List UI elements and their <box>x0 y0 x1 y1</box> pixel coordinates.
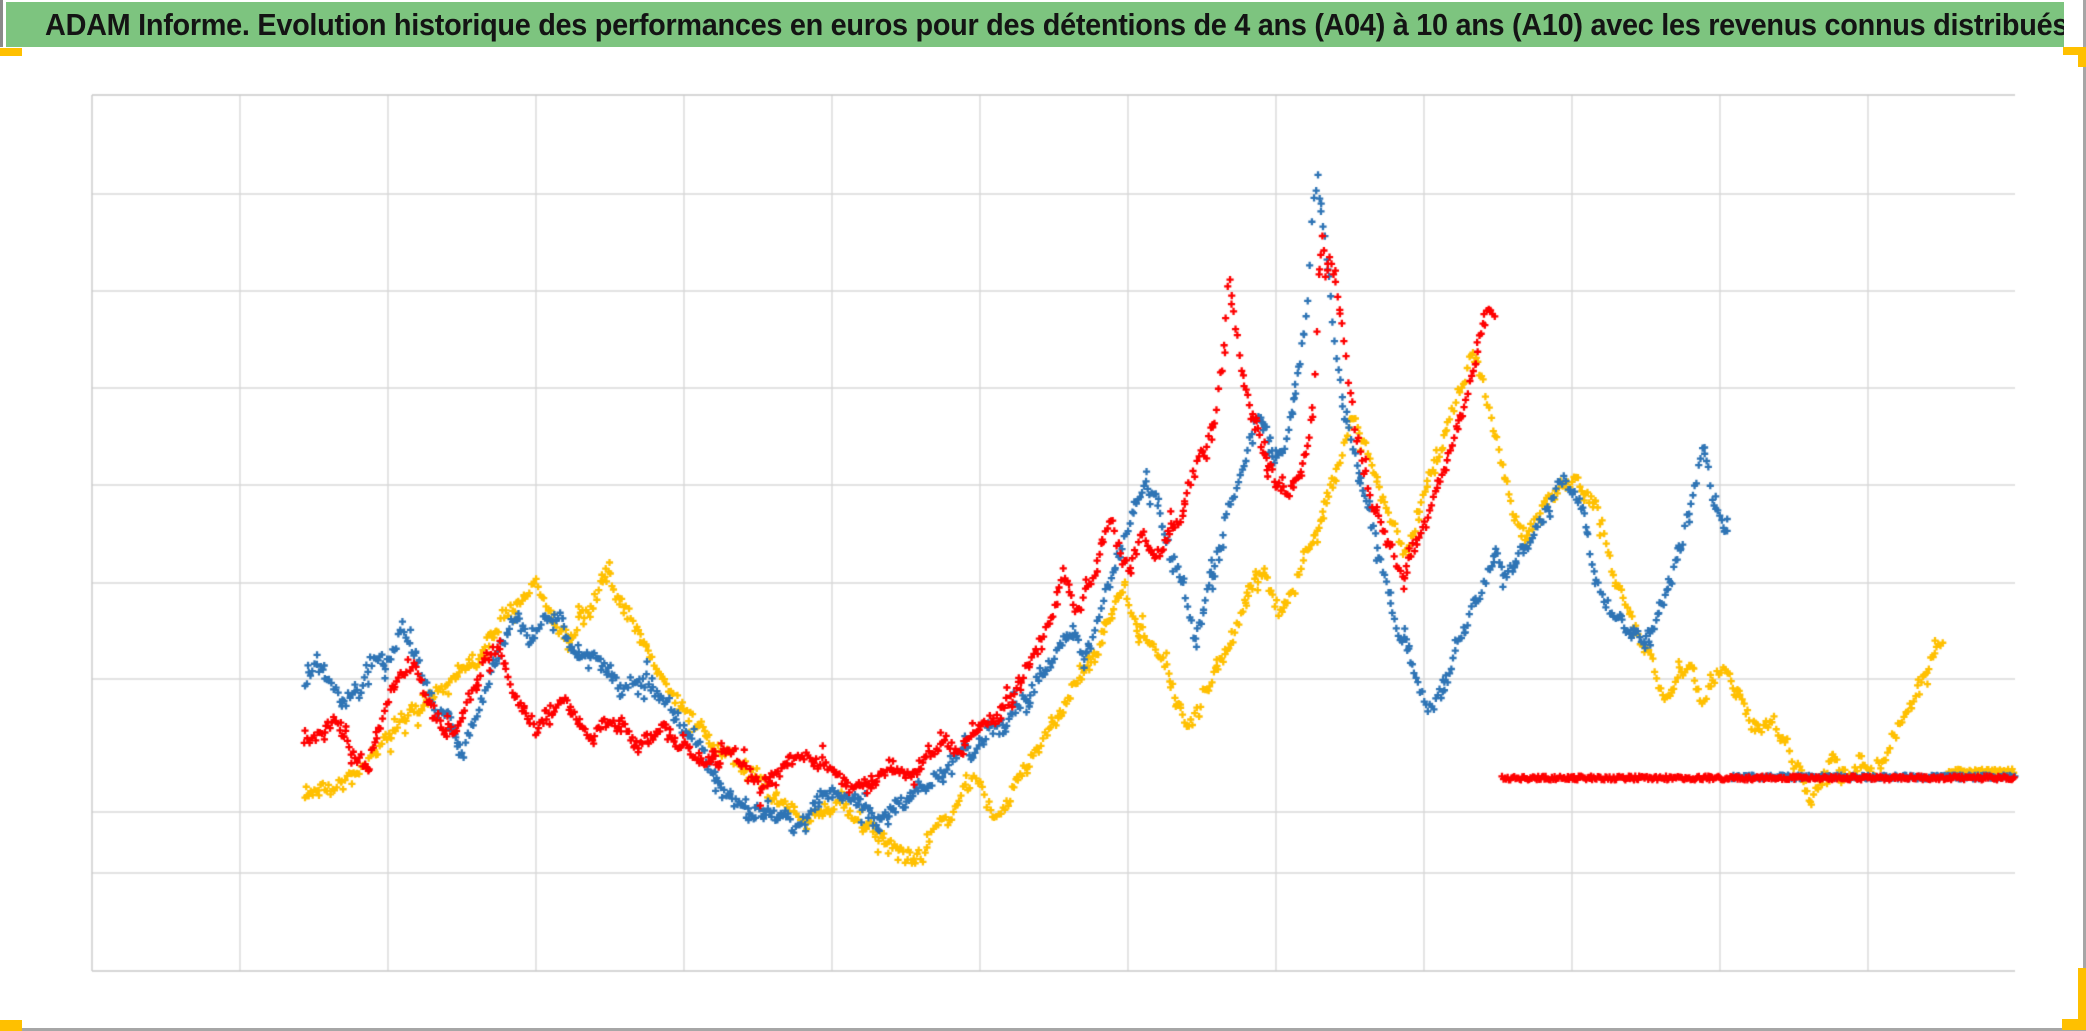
page-title: ADAM Informe. Evolution historique des p… <box>45 6 2064 42</box>
corner-accent-bottom-right-v <box>2078 968 2086 1030</box>
corner-accent-top-left <box>0 48 22 56</box>
corner-accent-bottom-right <box>2062 1019 2086 1030</box>
left-edge-divider <box>0 0 3 47</box>
bottom-edge-divider <box>0 1028 2086 1031</box>
right-edge-divider <box>2083 0 2086 1031</box>
corner-accent-top-right <box>2063 47 2086 55</box>
title-bar: ADAM Informe. Evolution historique des p… <box>6 2 2064 47</box>
corner-accent-bottom-left <box>0 1020 22 1031</box>
corner-accent-top-right-v <box>2078 47 2086 67</box>
